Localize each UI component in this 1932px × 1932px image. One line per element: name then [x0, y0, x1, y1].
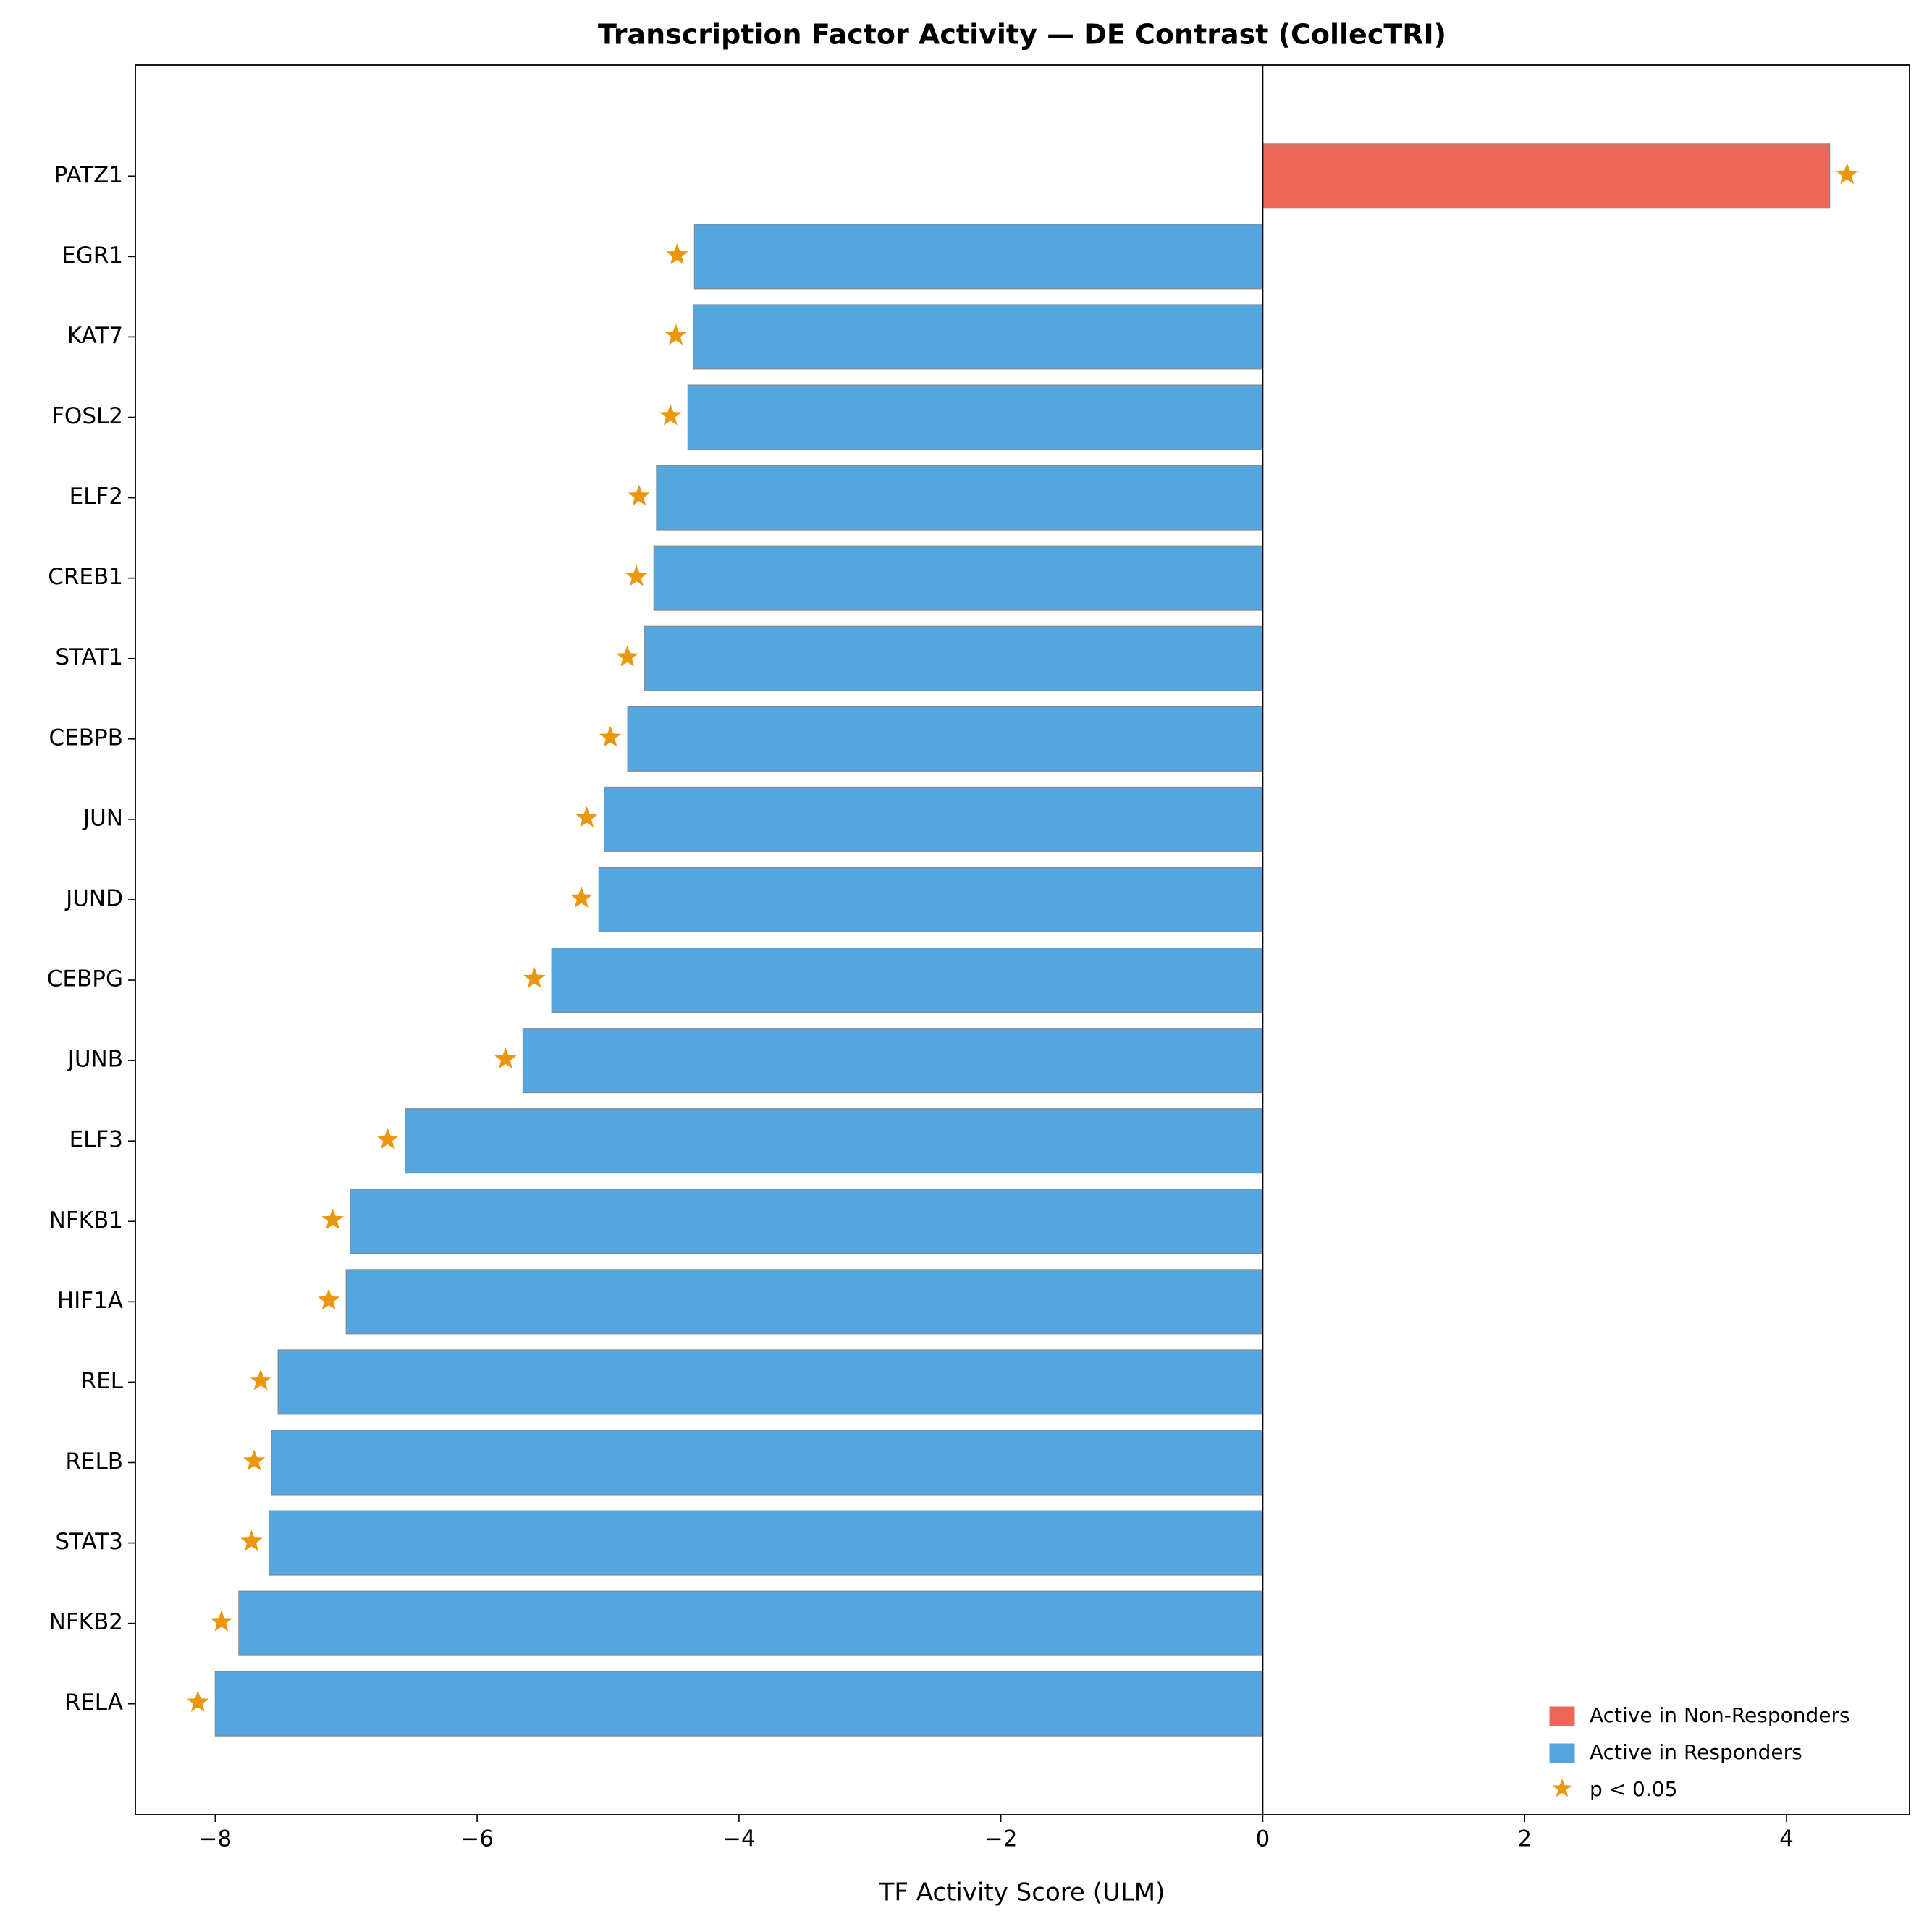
y-tick-label: STAT3: [55, 1529, 123, 1555]
y-tick-label: CEBPB: [49, 725, 123, 751]
y-tick-label: KAT7: [67, 323, 123, 349]
legend-swatch: [1549, 1743, 1575, 1763]
chart-title: Transcription Factor Activity — DE Contr…: [598, 19, 1446, 51]
significance-star: [249, 1369, 272, 1391]
y-tick-label: EGR1: [62, 242, 123, 269]
y-tick-label: RELB: [65, 1448, 123, 1475]
bar: [405, 1108, 1264, 1174]
y-tick-label: ELF2: [69, 484, 123, 510]
bar: [653, 545, 1264, 611]
y-tick-label: REL: [81, 1368, 124, 1394]
bar: [238, 1590, 1264, 1656]
plot-frame: [135, 64, 1910, 1815]
bar: [277, 1349, 1264, 1415]
bar: [598, 866, 1264, 932]
bar: [644, 625, 1264, 691]
y-tick-label: JUN: [82, 805, 123, 831]
legend-swatch: [1549, 1706, 1575, 1726]
significance-star: [1836, 163, 1858, 185]
bar: [268, 1510, 1264, 1576]
bar: [522, 1028, 1264, 1094]
significance-star: [210, 1610, 233, 1632]
bar: [627, 706, 1264, 772]
y-tick-label: CEBPG: [47, 966, 123, 992]
significance-star: [318, 1288, 340, 1310]
x-tick-label: −4: [722, 1826, 756, 1852]
significance-star: [570, 887, 593, 908]
y-tick-label: CREB1: [48, 564, 123, 590]
significance-star: [523, 967, 546, 988]
bar: [692, 304, 1264, 370]
legend-label: Active in Non-Responders: [1590, 1703, 1850, 1727]
bar: [656, 465, 1264, 531]
x-tick-label: −8: [198, 1826, 232, 1852]
y-tick-label: NFKB2: [49, 1609, 123, 1635]
x-tick-label: 4: [1779, 1826, 1794, 1852]
x-tick-label: 0: [1256, 1826, 1270, 1852]
x-tick-label: −6: [460, 1826, 494, 1852]
y-tick-label: FOSL2: [51, 403, 123, 429]
bar: [271, 1430, 1264, 1496]
bar: [693, 224, 1264, 290]
legend-label: p < 0.05: [1590, 1777, 1677, 1801]
significance-star: [599, 725, 622, 747]
y-tick-label: PATZ1: [54, 162, 123, 188]
significance-star: [321, 1208, 344, 1230]
x-tick-label: −2: [984, 1826, 1018, 1852]
y-tick-label: HIF1A: [57, 1288, 123, 1314]
y-tick-label: ELF3: [69, 1127, 123, 1153]
significance-star: [665, 324, 687, 345]
y-tick-label: RELA: [65, 1690, 123, 1716]
significance-star: [494, 1047, 517, 1069]
significance-star: [240, 1530, 263, 1551]
significance-star: [376, 1128, 399, 1150]
significance-star: [628, 484, 651, 506]
y-tick-label: JUND: [64, 885, 123, 911]
significance-star: [659, 404, 682, 426]
x-tick-label: 2: [1517, 1826, 1532, 1852]
bar: [350, 1189, 1264, 1254]
x-axis-label: TF Activity Score (ULM): [879, 1878, 1165, 1907]
bar: [345, 1269, 1264, 1335]
bar: [551, 948, 1264, 1013]
bar: [603, 786, 1264, 852]
bar: [1262, 143, 1831, 209]
significance-star: [242, 1449, 266, 1471]
y-tick-label: JUNB: [67, 1047, 123, 1073]
significance-star: [575, 806, 598, 827]
significance-star: [616, 645, 638, 667]
bar: [214, 1671, 1264, 1737]
bar: [687, 384, 1264, 450]
significance-star: [666, 243, 688, 265]
y-tick-label: STAT1: [55, 644, 123, 670]
y-tick-label: NFKB1: [49, 1207, 123, 1233]
significance-star: [625, 565, 648, 586]
legend-star: [1552, 1779, 1572, 1797]
legend-label: Active in Responders: [1590, 1740, 1802, 1764]
significance-star: [187, 1690, 209, 1712]
